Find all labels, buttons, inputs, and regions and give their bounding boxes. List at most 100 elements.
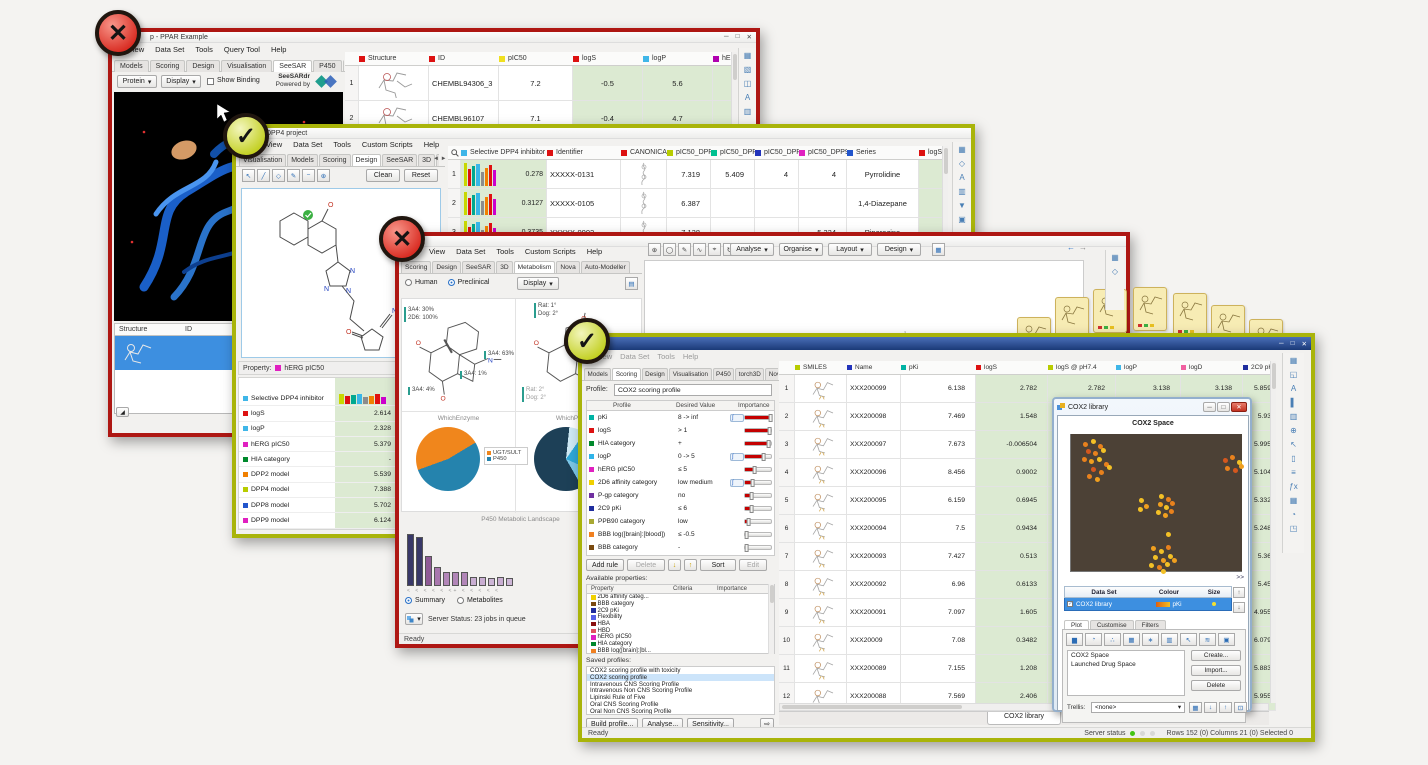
column-header[interactable]: ID — [429, 52, 499, 65]
column-header[interactable]: logS @ pH7.4 — [1048, 361, 1116, 374]
titlebar[interactable]: DPP4 project — [236, 128, 971, 139]
draw-tool-icon[interactable]: ╱ — [257, 169, 270, 182]
panel-icon[interactable]: ▌ — [1290, 398, 1297, 407]
tab[interactable]: Scoring — [318, 154, 351, 166]
molecule-card[interactable] — [1173, 293, 1207, 337]
chart-type-icon[interactable]: ▥ — [1161, 633, 1178, 646]
column-header[interactable]: pKi — [901, 361, 976, 374]
trellis-tool-icon[interactable]: ↑ — [1219, 702, 1232, 713]
menu-item[interactable]: Data Set — [293, 140, 323, 149]
panel-icon[interactable]: A — [744, 93, 751, 102]
profile-rule-row[interactable]: HIA category + — [587, 437, 774, 450]
back-icon[interactable]: ← — [1067, 243, 1075, 252]
dataset-checkbox[interactable]: ✓ — [1067, 601, 1073, 607]
tab[interactable]: Scoring — [612, 368, 641, 380]
grid-layout-icon[interactable]: ▦ — [932, 243, 945, 256]
tab[interactable]: Scoring — [149, 60, 186, 72]
available-property[interactable]: Flexibility — [587, 614, 774, 621]
importance-slider[interactable] — [744, 505, 772, 513]
metabolites-radio[interactable] — [456, 597, 464, 604]
column-header[interactable]: pIC50 — [499, 52, 573, 65]
profile-rule-row[interactable]: BBB category - — [587, 541, 774, 554]
window-control-button[interactable]: □ — [735, 33, 740, 40]
column-header[interactable]: logS — [573, 52, 643, 65]
panel-icon[interactable]: ◫ — [743, 79, 752, 88]
move-up-button[interactable]: ↑ — [684, 559, 697, 571]
chart-type-icon[interactable]: ∴ — [1104, 633, 1121, 646]
table-row[interactable]: 1 CHEMBL94306_3 7.2 -0.5 5.6 — [345, 66, 737, 101]
expand-plot-control[interactable]: >> — [1236, 574, 1244, 581]
canvas-menu-button[interactable]: Design ▾ — [877, 243, 921, 256]
available-property[interactable]: BBB log([brain]:[bl... — [587, 647, 774, 653]
tab[interactable]: Models — [584, 368, 612, 380]
close-button[interactable]: ✕ — [1231, 402, 1247, 412]
menu-item[interactable]: View — [266, 140, 283, 149]
available-property[interactable]: HIA category — [587, 640, 774, 648]
tab[interactable]: P450 — [712, 368, 735, 380]
panel-icon[interactable]: ▯ — [1291, 454, 1296, 463]
dataset-tab[interactable]: COX2 library — [986, 712, 1062, 725]
importance-slider[interactable] — [744, 414, 773, 422]
menu-item[interactable]: Data Set — [155, 45, 185, 54]
panel-icon[interactable]: ◱ — [1289, 370, 1298, 379]
canvas-tool-icon[interactable]: ∿ — [693, 243, 706, 256]
plot-action-button[interactable]: Create... — [1191, 650, 1241, 661]
tab[interactable]: Design — [351, 154, 382, 166]
menu-item[interactable]: Data Set — [620, 351, 650, 361]
profile-rule-row[interactable]: PPB90 category low — [587, 515, 774, 528]
result-row[interactable]: Selective DPP4 inhibitor — [239, 391, 444, 407]
panel-icon[interactable]: ◔ — [1291, 510, 1296, 519]
importance-slider[interactable] — [744, 518, 772, 526]
summary-radio[interactable] — [405, 597, 412, 604]
tab[interactable]: Plot — [1064, 620, 1089, 630]
result-row[interactable]: DPP9 model 6.124 — [239, 513, 444, 529]
menu-item[interactable]: Tools — [496, 246, 514, 256]
menu-item[interactable]: Tools — [657, 351, 675, 361]
chart-type-icon[interactable]: ∗ — [1142, 633, 1159, 646]
saved-profile[interactable]: COX2 scoring profile with toxicity — [587, 667, 774, 674]
tab[interactable]: Nova — [765, 368, 778, 380]
forward-icon[interactable]: → — [1079, 243, 1087, 252]
window-control-button[interactable]: ─ — [1279, 339, 1284, 347]
profile-rule-row[interactable]: logS > 1 — [587, 424, 774, 437]
tab-scroll-icons[interactable]: ◄ ► — [433, 156, 447, 162]
chart-type-icon[interactable]: ◔ — [1085, 633, 1102, 646]
importance-slider[interactable] — [744, 440, 772, 448]
column-header[interactable]: SMILES — [795, 361, 847, 374]
menu-item[interactable]: Help — [423, 140, 440, 149]
chart-type-icon[interactable]: ▦ — [1123, 633, 1140, 646]
importance-slider[interactable] — [744, 492, 772, 500]
saved-profile[interactable]: Intravenous Non CNS Scoring Profile — [587, 687, 774, 695]
tab[interactable]: torch3D — [735, 368, 765, 380]
canvas-tool-icon[interactable]: ⊕ — [648, 243, 661, 256]
menu-item[interactable]: Tools — [195, 45, 213, 54]
panel-icon[interactable]: ⊕ — [1290, 426, 1297, 435]
tab[interactable]: Filters — [1134, 620, 1166, 630]
result-row[interactable]: DPP4 model 7.388 — [239, 483, 444, 499]
tab[interactable]: SeeSAR — [273, 60, 313, 72]
trellis-tool-icon[interactable]: ▦ — [1189, 702, 1202, 713]
available-property[interactable]: HBA — [587, 620, 774, 628]
panel-icon[interactable]: A — [959, 173, 965, 182]
result-row[interactable]: logS 2.614 — [239, 406, 444, 422]
profile-rule-row[interactable]: logP 0 -> 5 ∫ — [587, 450, 774, 463]
available-property[interactable]: HBD — [587, 627, 774, 635]
panel-icon[interactable]: ▼ — [958, 201, 966, 210]
list-options-button[interactable]: ◢ — [116, 407, 129, 417]
plot-list-item[interactable]: COX2 Space — [1071, 652, 1109, 659]
plot-action-button[interactable]: Import... — [1191, 665, 1241, 676]
move-down-button[interactable]: ↓ — [668, 559, 681, 571]
maximize-button[interactable]: □ — [1217, 402, 1230, 412]
panel-icon[interactable]: ▦ — [1289, 496, 1298, 505]
menu-item[interactable]: Help — [682, 351, 699, 361]
draw-tool-icon[interactable]: ⊕ — [317, 169, 330, 182]
dialog-titlebar[interactable]: COX2 library ─ □ ✕ — [1054, 399, 1250, 415]
tab[interactable]: Nova — [556, 261, 580, 273]
minimize-button[interactable]: ─ — [1203, 402, 1216, 412]
tab[interactable]: Design — [432, 261, 461, 273]
tab[interactable]: P450 — [313, 60, 342, 72]
panel-icon[interactable]: ◳ — [1289, 524, 1298, 533]
column-header[interactable]: CANONICAL_SMILES — [621, 146, 667, 159]
available-property[interactable]: hERG pIC50 — [587, 634, 774, 641]
result-row[interactable]: HIA category - — [239, 452, 444, 468]
